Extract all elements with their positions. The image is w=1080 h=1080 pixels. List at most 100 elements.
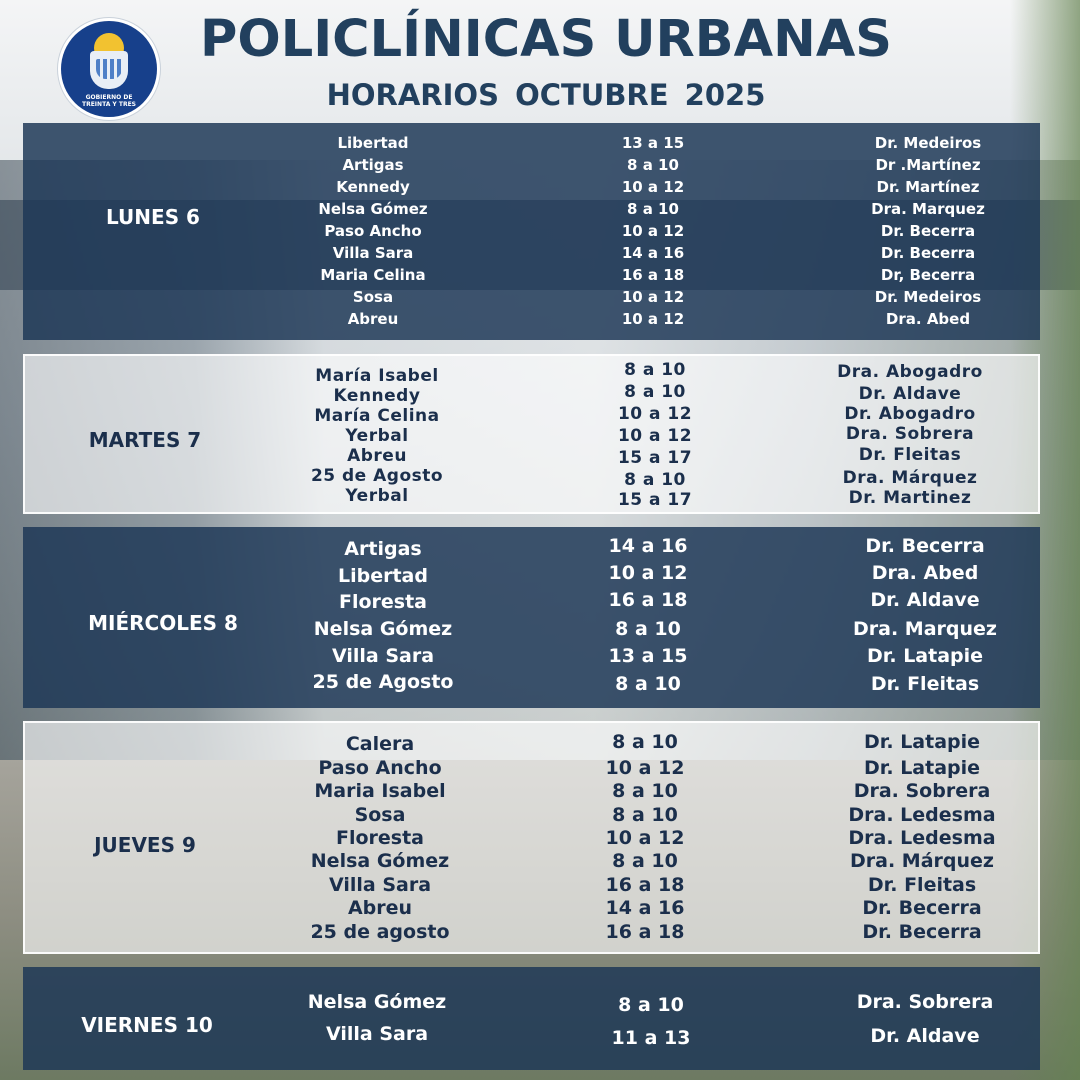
hours: 8 a 10 [612,731,678,753]
clinic-name: Floresta [335,827,424,849]
doctor-name: Dr. Aldave [870,1025,980,1047]
doctor-name: Dra. Abed [871,562,979,584]
clinic-name: Villa Sara [331,645,435,667]
hours: 14 a 16 [608,535,688,557]
schedule-row: Yerbal 10 a 12 Dra. Sobrera [25,424,1038,448]
schedule-row: Maria Celina 16 a 18 Dr, Becerra [23,266,1040,288]
schedule-row: Artigas 14 a 16 Dr. Becerra [23,535,1040,560]
doctor-name: Dr. Aldave [870,589,980,611]
schedule-row: Paso Ancho 10 a 12 Dr. Becerra [23,222,1040,244]
clinic-name: Artigas [342,156,404,174]
clinic-name: Sosa [354,804,406,826]
clinic-name: Nelsa Gómez [307,991,447,1013]
schedule-row: Nelsa Gómez 8 a 10 Dra. Marquez [23,618,1040,640]
schedule-row: Abreu 10 a 12 Dra. Abed [23,310,1040,332]
hours: 8 a 10 [615,618,681,640]
hours: 15 a 17 [617,490,693,510]
hours: 16 a 18 [605,874,685,896]
day-label: JUEVES 9 [94,833,196,857]
hours: 11 a 13 [611,1027,691,1049]
government-logo: GOBIERNO DE TREINTA Y TRES [58,18,160,120]
schedule-row: Kennedy 8 a 10 Dr. Aldave [25,382,1038,408]
day-label: VIERNES 10 [81,1013,213,1037]
hours: 16 a 18 [608,589,688,611]
schedule-row: Sosa 8 a 10 Dra. Ledesma [25,804,1038,826]
clinic-name: Kennedy [333,386,421,406]
hours: 8 a 10 [615,673,681,695]
hours: 10 a 12 [608,562,688,584]
doctor-name: Dr. Latapie [863,757,981,779]
clinic-name: Yerbal [345,426,409,446]
clinic-name: 25 de Agosto [310,466,444,486]
clinic-name: Nelsa Gómez [318,200,428,218]
clinic-name: Floresta [338,591,427,613]
doctor-name: Dra. Marquez [853,618,997,640]
hours: 10 a 12 [621,178,685,196]
hours: 10 a 12 [605,757,685,779]
doctor-name: Dr. Medeiros [874,134,982,152]
doctor-name: Dra. Sobrera [856,991,994,1013]
schedule-row: Nelsa Gómez 8 a 10 Dra. Sobrera [23,991,1040,1016]
hours: 10 a 12 [621,222,685,240]
logo-caption-line2: TREINTA Y TRES [82,101,136,108]
clinic-name: Paso Ancho [324,222,422,240]
schedule-row: Maria Isabel 8 a 10 Dra. Sobrera [25,780,1038,802]
hours: 8 a 10 [612,850,678,872]
hours: 10 a 12 [605,827,685,849]
day-label: MIÉRCOLES 8 [88,611,238,635]
schedule-row: Libertad 13 a 15 Dr. Medeiros [23,134,1040,156]
doctor-name: Dra. Marquez [871,200,985,218]
schedule-row: María Celina 10 a 12 Dr. Abogadro [25,404,1038,428]
schedule-row: Abreu 15 a 17 Dr. Fleitas [25,445,1038,468]
clinic-name: Maria Celina [320,266,426,284]
schedule-row: 25 de Agosto 8 a 10 Dr. Fleitas [23,671,1040,695]
schedule-row: Floresta 10 a 12 Dra. Ledesma [25,827,1038,849]
doctor-name: Dra. Sobrera [853,780,991,802]
doctor-name: Dr. Aldave [858,384,962,404]
doctor-name: Dr. Becerra [865,535,985,557]
logo-caption-line1: GOBIERNO DE [85,94,133,101]
day-block-tuesday: MARTES 7 María Isabel 8 a 10 Dra. Abogad… [23,354,1040,514]
hours: 8 a 10 [612,780,678,802]
hours: 8 a 10 [612,804,678,826]
doctor-name: Dr. Martinez [848,488,972,508]
schedule-row: Kennedy 10 a 12 Dr. Martínez [23,178,1040,200]
schedule-row: Villa Sara 11 a 13 Dr. Aldave [23,1023,1040,1049]
schedule-row: Artigas 8 a 10 Dr .Martínez [23,156,1040,178]
doctor-name: Dra. Abed [885,310,971,328]
logo-seal: GOBIERNO DE TREINTA Y TRES [61,21,157,117]
doctor-name: Dr. Latapie [863,731,981,753]
hours: 10 a 12 [617,426,693,446]
doctor-name: Dr, Becerra [880,266,976,284]
clinic-name: Paso Ancho [318,757,442,779]
logo-caption: GOBIERNO DE TREINTA Y TRES [61,94,157,108]
doctor-name: Dra. Ledesma [848,827,996,849]
doctor-name: Dra. Abogadro [837,362,983,382]
shield-icon [90,51,128,89]
doctor-name: Dr. Martínez [876,178,980,196]
clinic-name: Villa Sara [328,874,432,896]
day-label: MARTES 7 [88,428,202,452]
clinic-name: Libertad [337,134,409,152]
clinic-name: María Celina [314,406,440,426]
schedule-row: Nelsa Gómez 8 a 10 Dra. Márquez [25,850,1038,872]
clinic-name: Artigas [344,538,422,560]
hours: 8 a 10 [627,200,679,218]
clinic-name: María Isabel [315,366,439,386]
doctor-name: Dr. Fleitas [858,445,962,465]
doctor-name: Dr. Medeiros [874,288,982,306]
clinic-name: Villa Sara [325,1023,429,1045]
doctor-name: Dr. Fleitas [870,673,980,695]
doctor-name: Dr. Becerra [880,244,976,262]
doctor-name: Dra. Márquez [842,468,978,488]
day-label: LUNES 6 [106,205,200,229]
clinic-name: Abreu [347,310,399,328]
day-block-monday: LUNES 6 Libertad 13 a 15 Dr. Medeiros Ar… [23,123,1040,340]
clinic-name: Libertad [338,565,428,587]
clinic-name: Yerbal [345,486,409,506]
day-block-thursday: JUEVES 9 Calera 8 a 10 Dr. Latapie Paso … [23,721,1040,954]
hours: 15 a 17 [617,448,693,468]
doctor-name: Dr. Fleitas [867,874,977,896]
clinic-name: Kennedy [336,178,410,196]
clinic-name: 25 de agosto [310,921,450,943]
